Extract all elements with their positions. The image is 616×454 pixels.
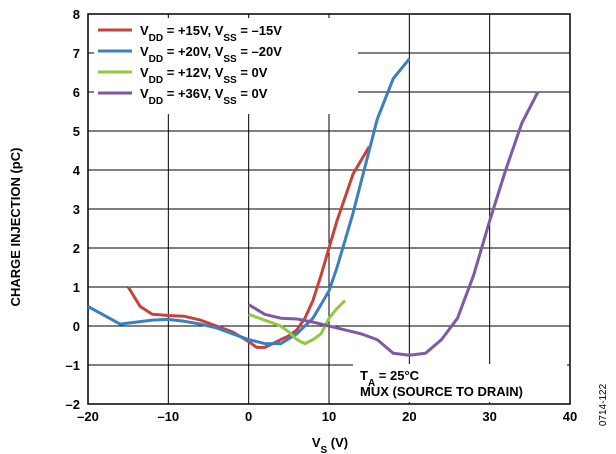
y-tick-label: 3 bbox=[73, 202, 80, 217]
series-line-2 bbox=[87, 57, 411, 346]
y-axis-ticks: –2 –1 0 1 2 3 4 5 6 7 8 bbox=[66, 7, 81, 412]
y-tick-label: 0 bbox=[73, 319, 80, 334]
y-tick-label: 1 bbox=[73, 280, 80, 295]
y-tick-label: 6 bbox=[73, 85, 80, 100]
x-tick-label: 10 bbox=[322, 409, 336, 424]
x-tick-label: 20 bbox=[402, 409, 416, 424]
x-tick-label: 0 bbox=[245, 409, 252, 424]
y-tick-label: 5 bbox=[73, 124, 80, 139]
temperature-annotation: TA = 25°C bbox=[360, 368, 420, 389]
series-line-4 bbox=[247, 91, 540, 357]
legend-entry-2: VDD = +20V, VSS = –20V bbox=[140, 44, 282, 65]
legend-entry-1: VDD = +15V, VSS = –15V bbox=[140, 23, 282, 44]
y-tick-label: 2 bbox=[73, 241, 80, 256]
y-tick-label: –1 bbox=[66, 358, 80, 373]
y-axis-title: CHARGE INJECTION (pC) bbox=[8, 148, 23, 307]
plot-frame bbox=[87, 13, 571, 405]
x-tick-label: –10 bbox=[157, 409, 179, 424]
y-tick-label: 8 bbox=[73, 7, 80, 22]
figure-code: 0714-122 bbox=[598, 383, 609, 426]
x-axis-ticks: –20 –10 0 10 20 30 40 bbox=[77, 409, 577, 424]
mux-annotation: MUX (SOURCE TO DRAIN) bbox=[360, 384, 523, 399]
y-tick-label: 7 bbox=[73, 46, 80, 61]
x-tick-label: 30 bbox=[482, 409, 496, 424]
y-tick-label: 4 bbox=[73, 163, 81, 178]
x-axis-title: VS (V) bbox=[312, 435, 348, 454]
legend-entry-3: VDD = +12V, VSS = 0V bbox=[140, 65, 268, 86]
x-tick-label: 40 bbox=[563, 409, 577, 424]
series-line-3 bbox=[248, 299, 347, 346]
y-tick-label: –2 bbox=[66, 397, 80, 412]
series-lines bbox=[87, 57, 540, 357]
legend-background bbox=[94, 18, 358, 114]
annotation-background bbox=[353, 364, 567, 402]
x-tick-label: –20 bbox=[77, 409, 99, 424]
legend-entry-4: VDD = +36V, VSS = 0V bbox=[140, 86, 268, 107]
